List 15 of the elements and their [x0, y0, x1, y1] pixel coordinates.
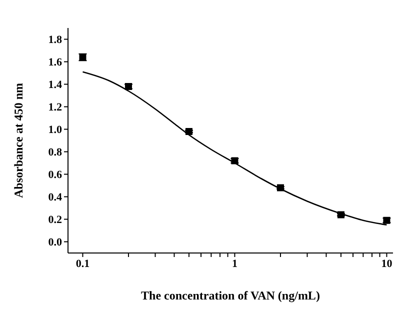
y-axis-title: Absorbance at 450 nm: [11, 82, 26, 198]
y-tick-label: 1.4: [48, 79, 62, 92]
y-tick-label: 1.2: [48, 102, 62, 114]
x-tick-label: 0.1: [76, 258, 90, 270]
y-tick-label: 0.0: [48, 236, 62, 249]
y-tick-label: 1.8: [48, 34, 62, 46]
x-axis-title: The concentration of VAN (ng/mL): [141, 288, 320, 303]
y-tick-label: 0.8: [48, 146, 62, 159]
y-tick-label: 1.6: [48, 56, 62, 69]
x-tick-label: 10: [381, 258, 393, 270]
y-tick-label: 0.4: [48, 192, 62, 204]
y-tick-label: 1.0: [48, 124, 62, 136]
y-tick-label: 0.2: [48, 214, 62, 226]
x-tick-label: 1: [232, 258, 238, 270]
y-tick-label: 0.6: [48, 169, 62, 182]
